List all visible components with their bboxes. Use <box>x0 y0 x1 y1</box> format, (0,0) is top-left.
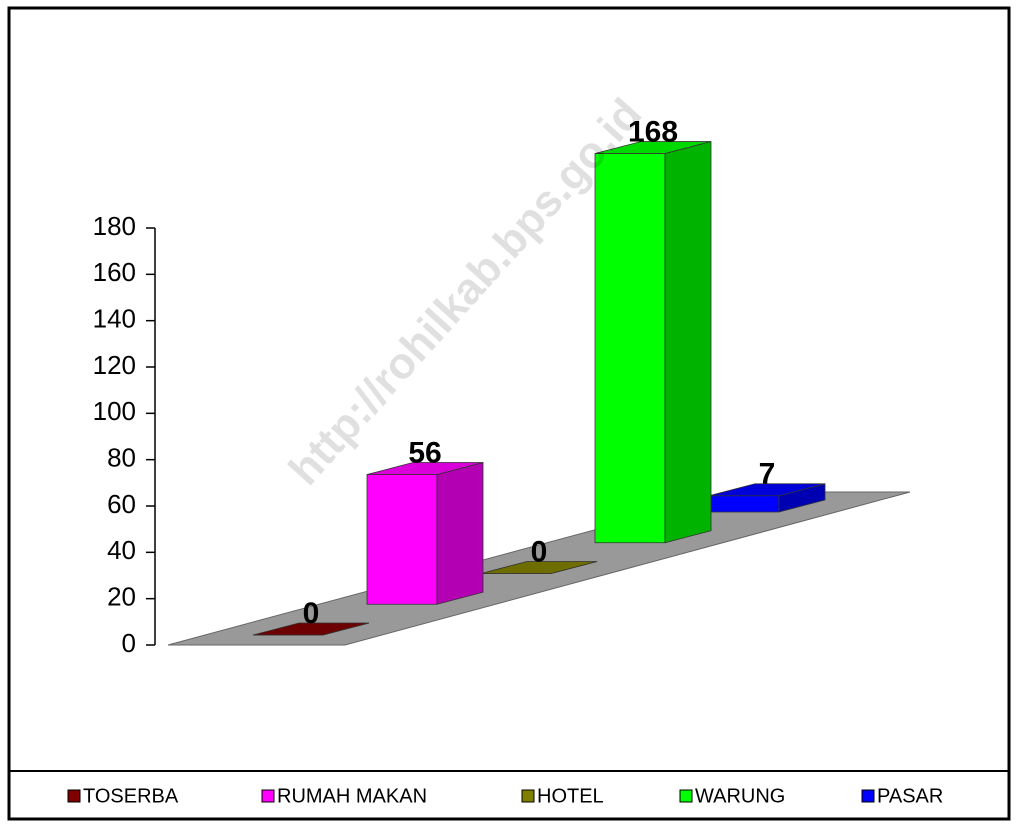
legend-swatch <box>679 789 693 803</box>
y-tick-label: 180 <box>93 211 136 241</box>
bar <box>480 561 598 574</box>
bar <box>252 622 370 636</box>
legend-label: TOSERBA <box>83 785 179 807</box>
legend-swatch <box>521 789 535 803</box>
value-label: 168 <box>628 115 678 148</box>
legend-item: PASAR <box>861 785 943 807</box>
legend-item: TOSERBA <box>67 785 179 807</box>
bar-top <box>480 561 598 574</box>
bar-top <box>708 483 826 497</box>
value-label: 0 <box>303 597 320 630</box>
y-tick-label: 0 <box>122 628 136 658</box>
bar-top <box>252 622 370 636</box>
legend-swatch <box>861 789 875 803</box>
bar-side <box>436 461 484 605</box>
bar-top <box>366 462 484 475</box>
y-tick-label: 40 <box>107 535 136 565</box>
bar-front <box>594 153 666 544</box>
bar-top <box>594 141 712 154</box>
bar <box>366 461 484 605</box>
bar <box>594 141 712 544</box>
legend-label: PASAR <box>877 785 943 807</box>
legend-label: RUMAH MAKAN <box>277 785 427 807</box>
y-tick-label: 120 <box>93 350 136 380</box>
y-tick-label: 20 <box>107 582 136 612</box>
y-tick-label: 140 <box>93 304 136 334</box>
bar-side <box>664 141 712 544</box>
value-label: 7 <box>759 458 776 491</box>
legend-item: RUMAH MAKAN <box>261 785 427 807</box>
legend-item: HOTEL <box>521 785 604 807</box>
legend-swatch <box>261 789 275 803</box>
legend-label: WARUNG <box>695 785 785 807</box>
legend-item: WARUNG <box>679 785 785 807</box>
bar-front <box>708 495 780 513</box>
y-tick-label: 100 <box>93 396 136 426</box>
value-label: 0 <box>531 535 548 568</box>
y-tick-label: 80 <box>107 443 136 473</box>
chart-border <box>7 6 1011 821</box>
y-tick-label: 60 <box>107 489 136 519</box>
legend-label: HOTEL <box>537 785 604 807</box>
legend-swatch <box>67 789 81 803</box>
y-tick-label: 160 <box>93 257 136 287</box>
value-label: 56 <box>408 436 441 469</box>
bar-front <box>366 474 438 605</box>
